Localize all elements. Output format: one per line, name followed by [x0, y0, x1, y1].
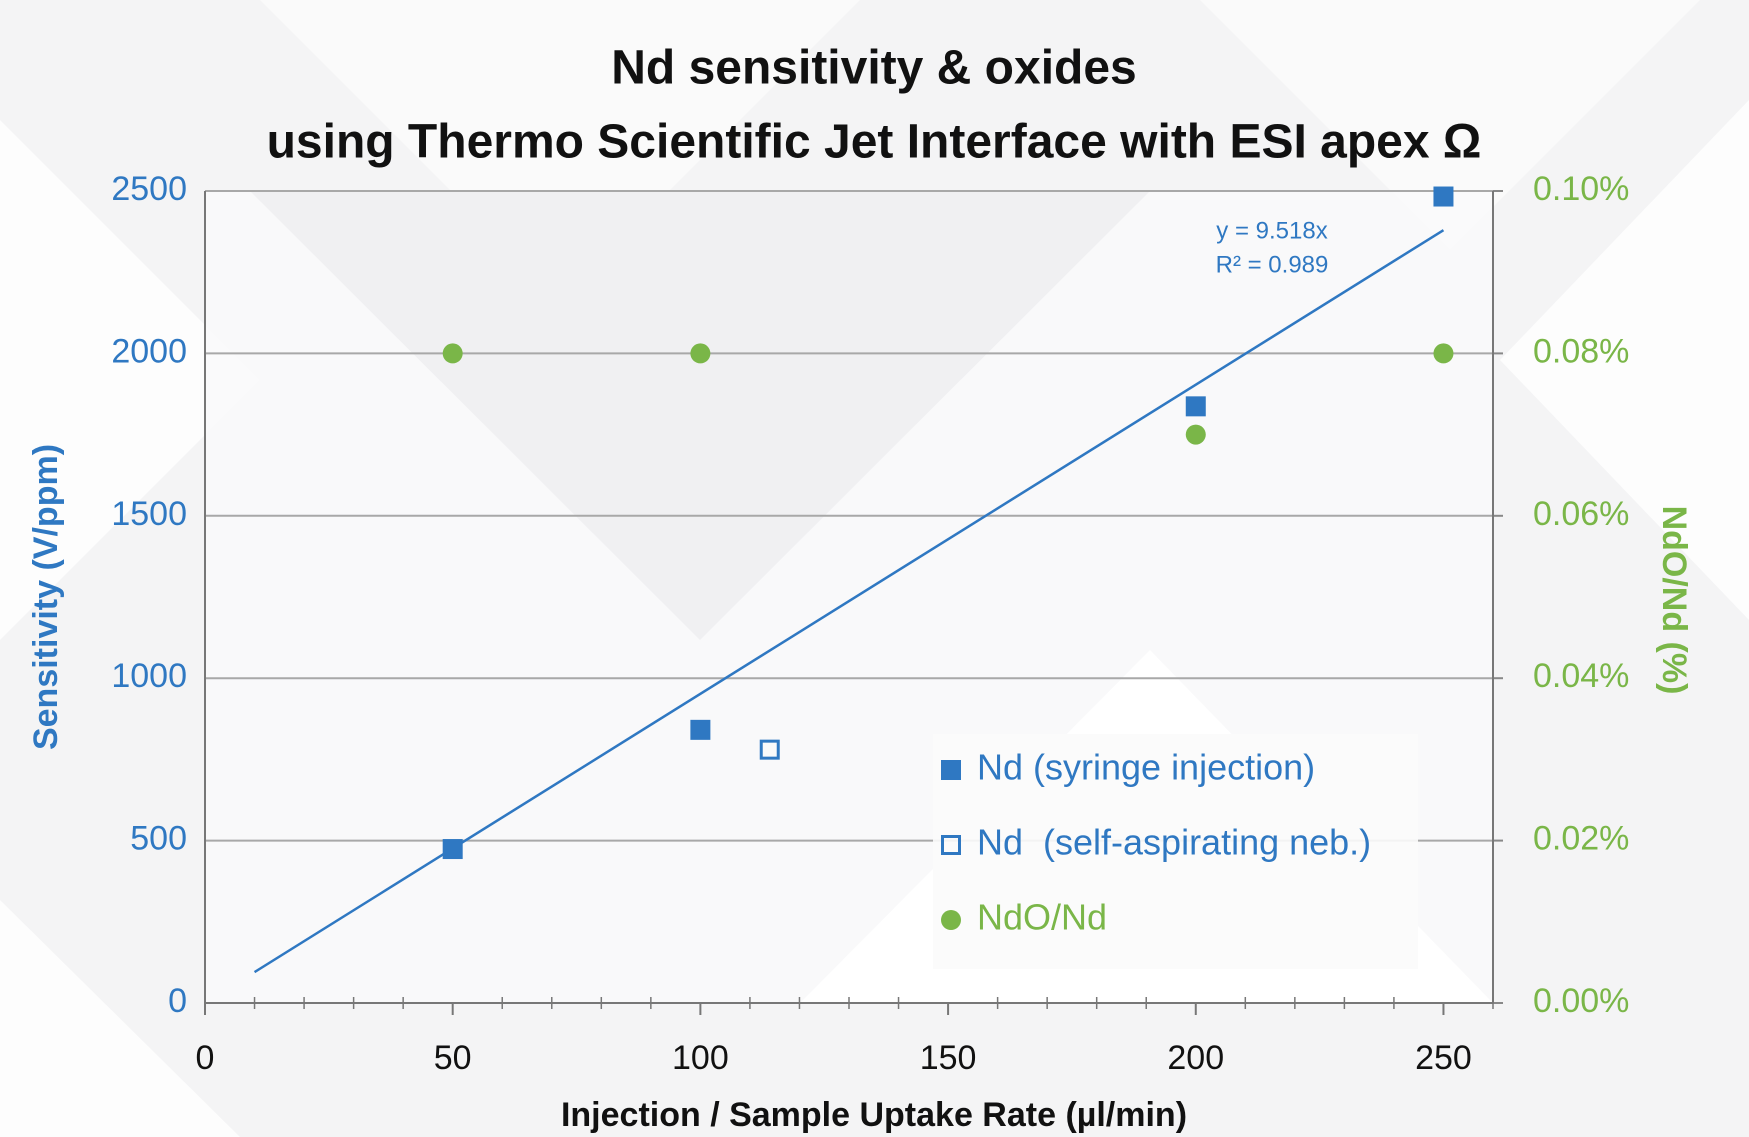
legend-marker [941, 760, 961, 780]
data-point [1185, 396, 1206, 417]
y2-tick-label: 0.06% [1533, 495, 1629, 533]
y-tick-label: 2000 [111, 332, 187, 370]
annotation: y = 9.518x [1216, 217, 1327, 244]
legend-label: Nd (syringe injection) [977, 747, 1315, 788]
data-point [1433, 186, 1454, 207]
y-tick-label: 2500 [111, 170, 187, 208]
background-shape [0, 120, 260, 640]
background-shape [1500, 100, 1749, 620]
y-tick-label: 1000 [111, 657, 187, 695]
x-tick-label: 150 [920, 1039, 977, 1077]
y2-tick-label: 0.04% [1533, 657, 1629, 695]
data-point [442, 839, 463, 860]
data-point [690, 719, 711, 740]
legend-label: NdO/Nd [977, 897, 1107, 938]
y-tick-label: 0 [168, 982, 187, 1020]
x-tick-label: 50 [434, 1039, 472, 1077]
x-axis-label: Injection / Sample Uptake Rate (µl/min) [561, 1096, 1187, 1134]
y2-tick-label: 0.02% [1533, 820, 1629, 858]
y2-axis-label: NdO/Nd (%) [1655, 506, 1693, 695]
legend-marker [941, 910, 961, 930]
x-tick-label: 0 [196, 1039, 215, 1077]
data-point [1185, 424, 1206, 445]
background-shape [0, 900, 240, 1137]
legend-box [933, 734, 1418, 969]
y2-tick-label: 0.10% [1533, 170, 1629, 208]
x-tick-label: 100 [672, 1039, 729, 1077]
legend-marker [941, 835, 961, 855]
y-axis-label: Sensitivity (V/ppm) [27, 444, 65, 750]
data-point [759, 739, 780, 760]
annotation: R² = 0.989 [1216, 251, 1329, 278]
y-tick-label: 1500 [111, 495, 187, 533]
legend-label: Nd (self-aspirating neb.) [977, 822, 1371, 863]
x-tick-label: 200 [1167, 1039, 1224, 1077]
data-point [1433, 343, 1454, 364]
background-shape [1200, 0, 1700, 250]
y-tick-label: 500 [130, 820, 187, 858]
x-tick-label: 250 [1415, 1039, 1472, 1077]
background-shape [250, 191, 1150, 640]
y2-tick-label: 0.08% [1533, 332, 1629, 370]
data-point [690, 343, 711, 364]
chart-title: Nd sensitivity & oxides [611, 42, 1137, 95]
y2-tick-label: 0.00% [1533, 982, 1629, 1020]
background-shape [260, 0, 860, 300]
data-point [442, 343, 463, 364]
chart-title: using Thermo Scientific Jet Interface wi… [267, 116, 1482, 169]
